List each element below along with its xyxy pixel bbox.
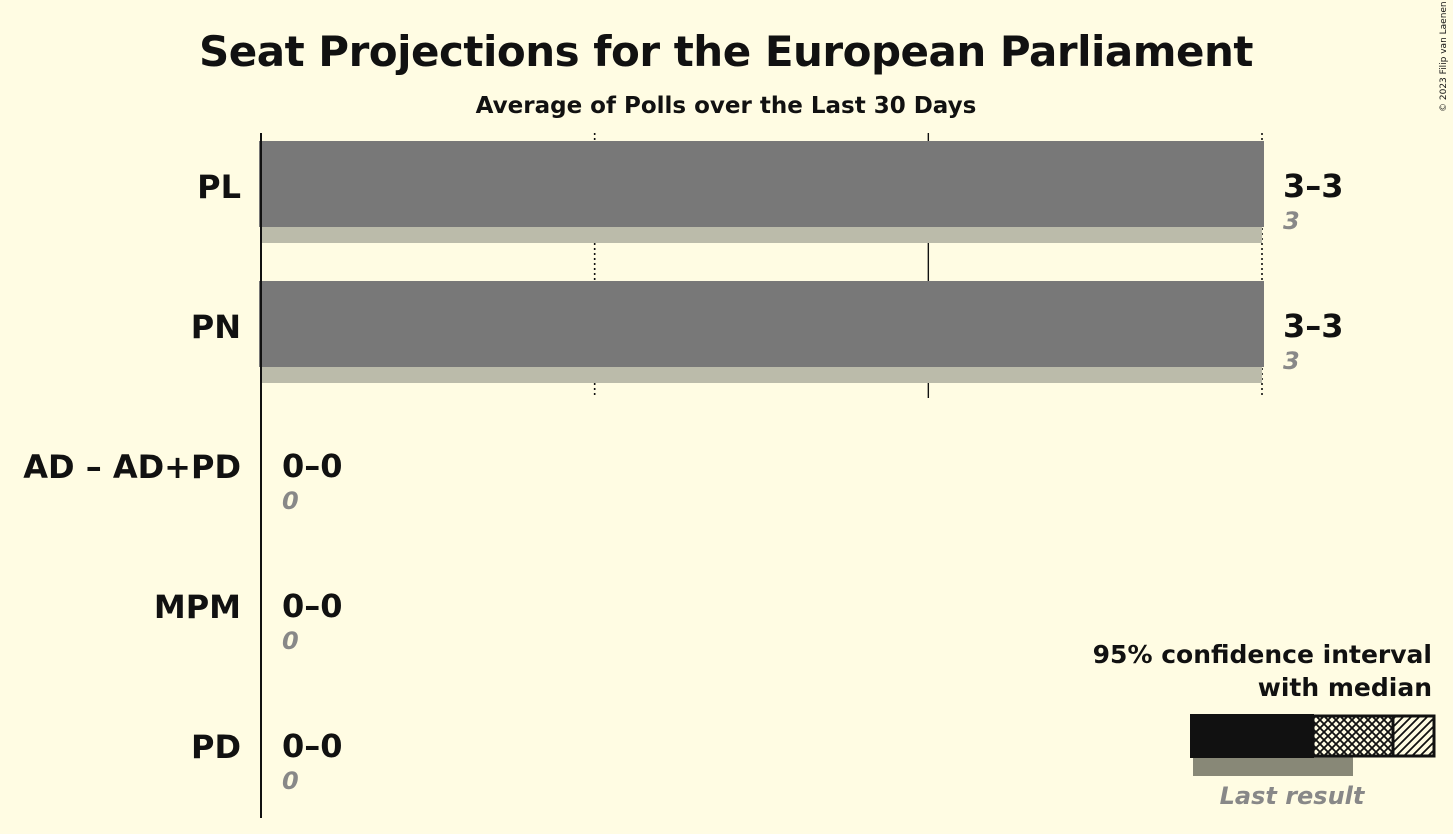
legend-line-1: 95% confidence interval <box>1093 640 1432 669</box>
row-2: AD – AD+PD 0–00 <box>23 447 342 515</box>
last-result-label: 0 <box>282 487 299 515</box>
chart-title: Seat Projections for the European Parlia… <box>199 27 1253 76</box>
legend-last-result-label: Last result <box>1220 782 1366 810</box>
category-label: PN <box>191 308 241 346</box>
row-4: PD 0–00 <box>191 727 343 795</box>
legend-line-2: with median <box>1258 673 1432 702</box>
row-1: PN 3–33 <box>191 281 1344 383</box>
chart-subtitle: Average of Polls over the Last 30 Days <box>476 93 977 119</box>
legend: 95% confidence interval with median Last… <box>1093 640 1436 810</box>
category-label: PL <box>197 168 241 206</box>
legend-ci-solid-swatch <box>1190 714 1314 758</box>
row-0: PL 3–33 <box>197 141 1344 243</box>
range-label: 0–0 <box>282 587 343 625</box>
legend-ci-crosshatch-swatch <box>1311 714 1395 758</box>
range-label: 3–3 <box>1283 307 1344 345</box>
last-result-bar <box>261 226 1262 243</box>
last-result-bar <box>261 366 1262 383</box>
category-label: MPM <box>154 588 241 626</box>
copyright: © 2023 Filip van Laenen <box>1439 1 1449 112</box>
last-result-label: 0 <box>282 627 299 655</box>
category-label: PD <box>191 728 241 766</box>
row-3: MPM 0–00 <box>154 587 343 655</box>
legend-ci-hatch-swatch <box>1391 714 1436 758</box>
last-result-label: 3 <box>1283 207 1300 235</box>
category-label: AD – AD+PD <box>23 448 241 486</box>
last-result-label: 3 <box>1283 347 1300 375</box>
ci-bar <box>259 281 1264 367</box>
range-label: 0–0 <box>282 727 343 765</box>
range-label: 0–0 <box>282 447 343 485</box>
ci-bar <box>259 141 1264 227</box>
range-label: 3–3 <box>1283 167 1344 205</box>
last-result-label: 0 <box>282 767 299 795</box>
